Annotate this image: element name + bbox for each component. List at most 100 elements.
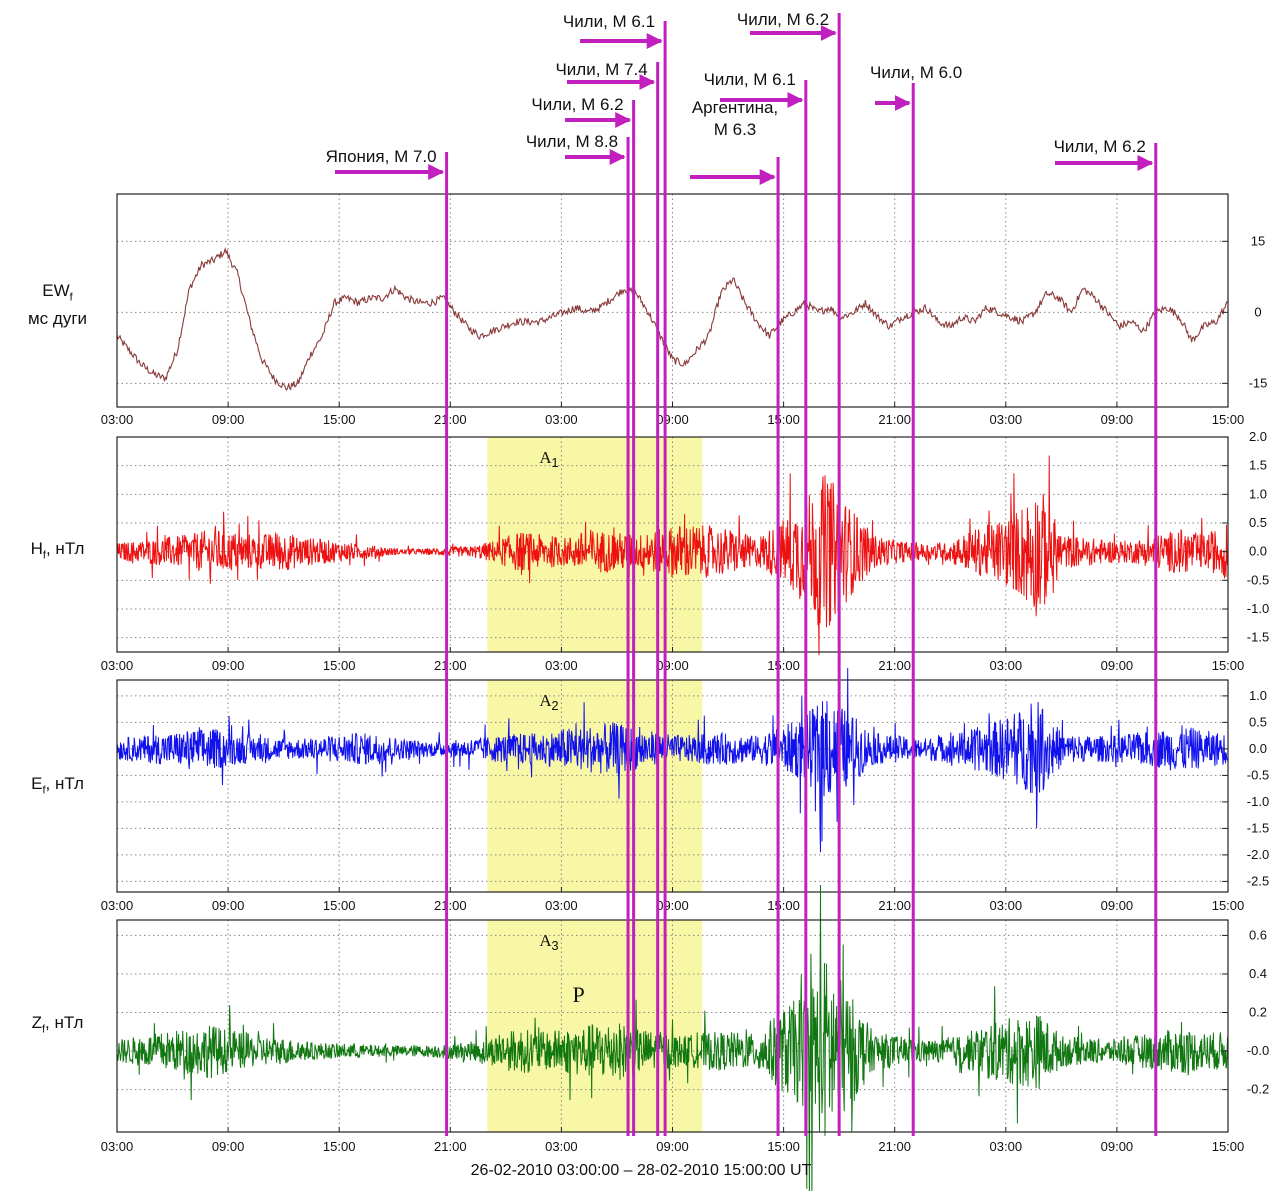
x-tick-label: 03:00 [990, 658, 1023, 673]
y-tick-label: -1.0 [1247, 601, 1269, 616]
y-tick-label: 0.0 [1249, 741, 1267, 756]
region-label-sub: 1 [551, 455, 558, 470]
x-tick-label: 03:00 [990, 898, 1023, 913]
y-tick-label: 1.0 [1249, 688, 1267, 703]
y-tick-label: -1.5 [1247, 630, 1269, 645]
y-tick-label: 0.0 [1249, 544, 1267, 559]
event-label: Чили, M 7.4 [555, 60, 647, 79]
e-series-line [116, 668, 1229, 853]
x-tick-label: 03:00 [545, 898, 578, 913]
y-tick-label: -0.2 [1247, 1082, 1269, 1097]
y-tick-label: 0.2 [1249, 1005, 1267, 1020]
panel-e: 1.0 0.5 0.0 -0.5 -1.0 -1.5 -2.0 -2.5 03:00 09:00 1… [101, 668, 1269, 913]
y-tick-label: -1.5 [1247, 820, 1269, 835]
region-label-sub: 2 [551, 698, 558, 713]
x-tick-label: 21:00 [434, 412, 467, 427]
ew-series-line [116, 246, 1229, 392]
event-label: Чили, M 8.8 [526, 132, 618, 151]
y-tick-label: 1.5 [1249, 458, 1267, 473]
x-tick-label: 09:00 [1101, 658, 1134, 673]
x-tick-label: 15:00 [1212, 412, 1245, 427]
event-label: Чили, M 6.1 [704, 70, 796, 89]
y-tick-label: -2.5 [1247, 873, 1269, 888]
e-sub: f [42, 784, 46, 797]
x-tick-label: 21:00 [434, 898, 467, 913]
x-tick-label: 09:00 [212, 412, 245, 427]
time-range-caption: 26-02-2010 03:00:00 – 28-02-2010 15:00:0… [470, 1162, 812, 1179]
x-tick-label: 21:00 [434, 1139, 467, 1154]
panel-z: 0.6 0.4 0.2 -0.0 -0.2 03:00 09:00 15:00 21:00 03:… [101, 884, 1269, 1191]
y-tick-label: 15 [1251, 233, 1265, 248]
x-tick-label: 15:00 [1212, 1139, 1245, 1154]
panel-h: 2.0 1.5 1.0 0.5 0.0 -0.5 -1.0 -1.5 03:00 09:00 15:… [101, 429, 1269, 673]
z-series-line [116, 884, 1229, 1191]
z-sub: f [41, 1023, 46, 1036]
ew-sub: f [69, 291, 73, 304]
region-label: A [539, 448, 552, 467]
events-group: Япония, M 7.0 Чили, M 8.8 Чили, M 6.2 Чили,… [326, 10, 1158, 1136]
highlight-region [487, 680, 703, 892]
region-label-sub: 3 [551, 938, 558, 953]
z-axis-label: Zf, нТл [10, 1012, 105, 1040]
y-tick-label: -2.0 [1247, 847, 1269, 862]
ew-unit: мс дуги [27, 309, 88, 329]
ew-axis-label: EWf мс дуги [10, 280, 105, 330]
event-label: Чили, M 6.2 [737, 10, 829, 29]
y-tick-label: -0.0 [1247, 1043, 1269, 1058]
x-tick-label: 15:00 [323, 1139, 356, 1154]
x-tick-label: 21:00 [878, 898, 911, 913]
x-tick-label: 15:00 [1212, 658, 1245, 673]
h-series-line [116, 455, 1229, 656]
x-tick-label: 03:00 [990, 412, 1023, 427]
x-tick-label: 09:00 [212, 898, 245, 913]
h-name: H [30, 539, 43, 558]
z-name: Z [31, 1013, 42, 1032]
region-label: A [539, 931, 552, 950]
x-tick-label: 15:00 [767, 898, 800, 913]
y-tick-label: 2.0 [1249, 429, 1267, 444]
x-tick-label: 21:00 [878, 412, 911, 427]
region-p-label: P [573, 982, 585, 1007]
panels-group: 15 0 -15 03:00 09:00 15:00 21:00 03:00 09:00 15:0… [101, 193, 1269, 1191]
x-tick-label: 15:00 [323, 658, 356, 673]
y-tick-label: 0 [1254, 304, 1261, 319]
event-label: Чили, M 6.0 [870, 63, 962, 82]
region-label: A [539, 691, 552, 710]
e-unit: , нТл [45, 774, 84, 793]
y-tick-label: 0.4 [1249, 966, 1267, 981]
event-label: Аргентина, [692, 98, 778, 117]
event-label: Чили, M 6.2 [531, 95, 623, 114]
h-axis-label: Hf, нТл [10, 538, 105, 566]
x-tick-label: 15:00 [323, 898, 356, 913]
x-tick-label: 21:00 [878, 1139, 911, 1154]
e-name: E [31, 774, 43, 793]
event-label: M 6.3 [714, 120, 757, 139]
x-tick-label: 21:00 [878, 658, 911, 673]
x-tick-label: 09:00 [212, 1139, 245, 1154]
z-unit: , нТл [45, 1013, 84, 1032]
ew-name: EW [42, 281, 70, 300]
x-tick-label: 03:00 [545, 412, 578, 427]
x-tick-label: 03:00 [545, 1139, 578, 1154]
x-tick-label: 09:00 [656, 898, 689, 913]
panel-ew: 15 0 -15 03:00 09:00 15:00 21:00 03:00 09:00 15:0… [101, 193, 1268, 427]
x-tick-label: 09:00 [656, 658, 689, 673]
x-tick-label: 21:00 [434, 658, 467, 673]
x-tick-label: 09:00 [656, 412, 689, 427]
highlight-region [487, 920, 703, 1132]
x-tick-label: 03:00 [101, 412, 134, 427]
x-tick-label: 03:00 [101, 1139, 134, 1154]
x-tick-label: 09:00 [1101, 898, 1134, 913]
y-tick-label: 1.0 [1249, 486, 1267, 501]
h-sub: f [42, 549, 46, 562]
x-tick-label: 03:00 [101, 898, 134, 913]
x-tick-label: 09:00 [1101, 1139, 1134, 1154]
event-label: Чили, M 6.2 [1054, 137, 1146, 156]
x-tick-label: 15:00 [767, 412, 800, 427]
event-label: Япония, M 7.0 [326, 147, 437, 166]
y-tick-label: 0.5 [1249, 515, 1267, 530]
y-tick-label: -1.0 [1247, 794, 1269, 809]
y-tick-label: -0.5 [1247, 767, 1269, 782]
y-tick-label: -15 [1249, 375, 1268, 390]
